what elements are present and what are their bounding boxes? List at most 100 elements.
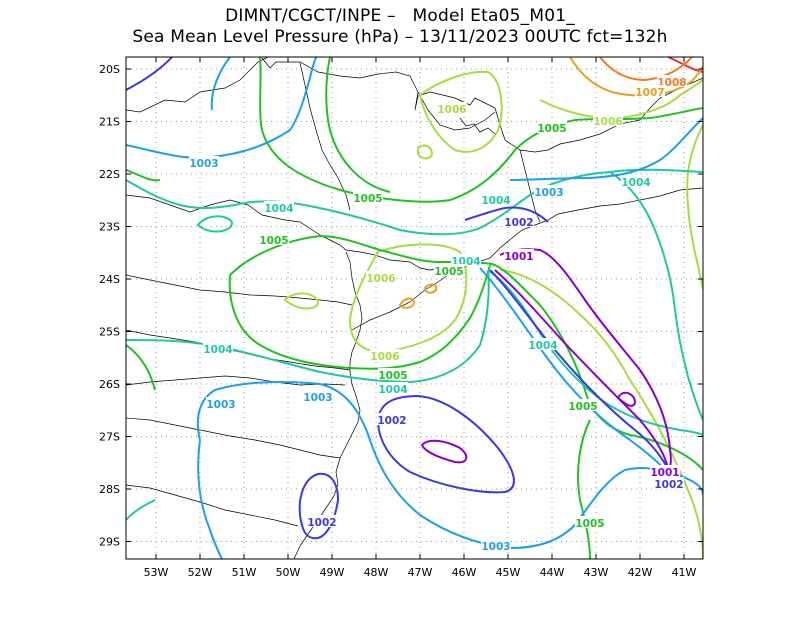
isobar-label-bg	[568, 399, 598, 411]
isobar-1003	[196, 381, 703, 550]
isobar-1006	[499, 269, 703, 559]
isobar-label-bg	[621, 175, 651, 187]
isobar-label-bg	[366, 271, 396, 283]
isobar-label-bg	[528, 338, 558, 350]
map-title-line-1: DIMNT/CGCT/INPE – Model Eta05_M01_	[225, 6, 575, 26]
isobar-label-bg	[434, 264, 464, 276]
isobar-1004	[126, 269, 490, 384]
lon-tick-label: 41W	[672, 566, 697, 579]
isobar-1001	[494, 269, 669, 469]
isobar-label: 1006	[437, 104, 466, 116]
isobar-label-bg	[377, 413, 407, 425]
isobar-label-bg	[259, 233, 289, 245]
isobar-label-bg	[504, 249, 534, 261]
latitude-labels: 20S 21S 22S 23S 24S 25S 26S 27S 28S 29S	[99, 63, 120, 549]
lon-tick-label: 46W	[452, 566, 477, 579]
isobar-label-bg	[203, 342, 233, 354]
lat-tick-label: 21S	[99, 116, 120, 129]
isobar-label: 1002	[307, 517, 336, 529]
lon-tick-label: 44W	[540, 566, 565, 579]
lon-tick-label: 49W	[320, 566, 345, 579]
isobar-label: 1004	[481, 195, 510, 207]
isobar-1004	[126, 499, 156, 521]
isobar-1004	[126, 168, 703, 236]
isobar-1004	[609, 171, 703, 421]
isobar-label-bg	[575, 516, 605, 528]
lon-tick-label: 48W	[364, 566, 389, 579]
isobar-1002	[298, 472, 340, 540]
isobar-1006	[539, 79, 703, 120]
isobar-label-bg	[451, 254, 481, 266]
isobar-1006	[283, 292, 320, 310]
isobar-label: 1004	[621, 177, 650, 189]
isobar-1002	[376, 394, 515, 494]
lat-tick-label: 25S	[99, 326, 120, 339]
isobar-1001	[420, 439, 468, 464]
isobar-label: 1004	[378, 384, 407, 396]
isobar-label-bg	[657, 75, 687, 87]
isobar-label: 1005	[378, 370, 407, 382]
map-frame	[125, 56, 704, 560]
isobar-label: 1007	[635, 87, 664, 99]
isobar-label-bg	[635, 85, 665, 97]
longitude-labels: 53W 52W 51W 50W 49W 48W 47W 46W 45W 44W 43W 42W 41W	[144, 566, 697, 579]
isobar-label-bg	[650, 465, 680, 477]
isobar-1006	[418, 70, 503, 153]
isobar-label: 1004	[203, 344, 232, 356]
isobar-label-bg	[437, 102, 467, 114]
isobar-1005	[577, 419, 591, 559]
lat-tick-label: 27S	[99, 431, 120, 444]
isobar-1004	[196, 215, 233, 233]
isobar-label: 1003	[303, 392, 332, 404]
lon-tick-label: 42W	[628, 566, 653, 579]
lon-tick-label: 52W	[188, 566, 213, 579]
isobar-label-bg	[189, 156, 219, 168]
lon-tick-label: 43W	[584, 566, 609, 579]
isobar-label-bg	[481, 193, 511, 205]
lat-tick-label: 20S	[99, 63, 120, 76]
isobar-label: 1002	[377, 415, 406, 427]
isobar-label-bg	[303, 390, 333, 402]
isobar-1005	[126, 169, 161, 182]
isobar-1006	[686, 124, 703, 291]
isobar-label: 1005	[259, 235, 288, 247]
isobar-label-bg	[206, 397, 236, 409]
isobar-1001	[499, 248, 672, 470]
isobar-label: 1006	[370, 351, 399, 363]
isobar-1002	[489, 269, 673, 481]
lat-tick-label: 22S	[99, 168, 120, 181]
axis-ticks	[126, 57, 703, 559]
isobar-label: 1006	[593, 116, 622, 128]
isobar-1002	[464, 206, 549, 223]
isobar-1005	[259, 57, 703, 203]
lat-tick-label: 26S	[99, 378, 120, 391]
isobar-1003	[210, 57, 231, 111]
isobar-label: 1002	[504, 217, 533, 229]
isobar-label: 1003	[206, 399, 235, 411]
isobar-1003	[479, 267, 679, 486]
isobar-label: 1003	[481, 541, 510, 553]
lon-tick-label: 53W	[144, 566, 169, 579]
isobar-1003	[509, 117, 703, 181]
isobar-label-bg	[504, 215, 534, 227]
map-title-line-2: Sea Mean Level Pressure (hPa) – 13/11/20…	[132, 27, 668, 47]
isobar-label-bg	[537, 121, 567, 133]
isobar-1005	[228, 264, 491, 370]
isobar-label: 1003	[534, 187, 563, 199]
isobar-label: 1001	[504, 251, 533, 263]
isobar-1006	[417, 144, 434, 160]
isobar-label: 1004	[528, 340, 557, 352]
isobar-label: 1005	[568, 401, 597, 413]
lat-tick-label: 24S	[99, 273, 120, 286]
isobar-1007	[398, 297, 416, 309]
isobar-label-bg	[534, 185, 564, 197]
isobar-1005	[126, 344, 156, 391]
isobar-label: 1003	[189, 158, 218, 170]
isobar-label: 1001	[650, 467, 679, 479]
lon-tick-label: 45W	[496, 566, 521, 579]
isobar-1002	[126, 57, 173, 91]
lat-tick-label: 29S	[99, 536, 120, 549]
isobar-labels: 1008100710061006100510031005100410041003…	[189, 75, 687, 553]
